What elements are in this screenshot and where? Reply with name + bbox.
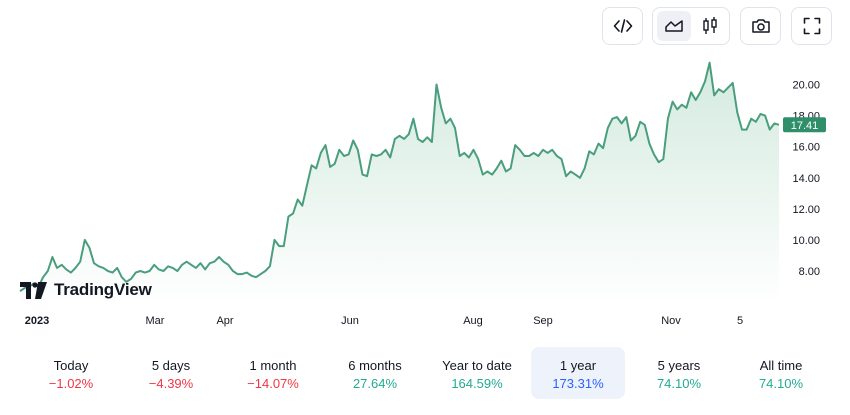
period-1-year[interactable]: 1 year 173.31% (531, 347, 625, 399)
y-tick-label: 16.00 (792, 142, 820, 154)
tradingview-logo-text: TradingView (54, 280, 152, 299)
period-label: 6 months (348, 358, 402, 373)
period-all-time[interactable]: All time 74.10% (734, 347, 828, 399)
x-tick-label: Nov (661, 315, 681, 327)
period-change-value: −4.39% (148, 376, 194, 391)
period-5-days[interactable]: 5 days −4.39% (124, 347, 218, 399)
period-label: Today (53, 358, 89, 373)
period-change-value: −14.07% (247, 376, 299, 391)
camera-icon (751, 19, 770, 33)
area-chart-icon (665, 20, 683, 32)
period-change-value: −1.02% (48, 376, 94, 391)
period-label: 1 month (249, 358, 297, 373)
period-1-month[interactable]: 1 month −14.07% (226, 347, 320, 399)
x-tick-label: 5 (737, 315, 743, 327)
x-tick-label: Apr (216, 315, 233, 327)
candlestick-button[interactable] (693, 11, 727, 41)
embed-code-button[interactable] (602, 7, 643, 45)
fullscreen-icon (803, 17, 820, 35)
period-label: Year to date (442, 358, 512, 373)
tradingview-logo[interactable]: TradingView (20, 279, 152, 301)
y-tick-label: 20.00 (792, 80, 820, 92)
y-tick-label: 10.00 (792, 235, 820, 247)
screenshot-button[interactable] (740, 7, 781, 45)
period-6-months[interactable]: 6 months 27.64% (328, 347, 422, 399)
price-line (19, 61, 780, 293)
period-today[interactable]: Today −1.02% (24, 347, 118, 399)
y-tick-label: 8.00 (799, 266, 820, 278)
period-5-years[interactable]: 5 years 74.10% (632, 347, 726, 399)
embed-code-icon (613, 19, 632, 33)
x-tick-label: Sep (533, 315, 553, 327)
period-change-value: 27.64% (352, 376, 398, 391)
y-tick-label: 12.00 (792, 204, 820, 216)
period-selector: Today −1.02% 5 days −4.39% 1 month −14.07% 6 m… (0, 347, 850, 399)
period-label: 5 days (151, 358, 191, 373)
period-label: All time (759, 358, 803, 373)
candlestick-icon (703, 17, 717, 34)
area-chart-button[interactable] (657, 11, 691, 41)
chart-toolbar (0, 7, 850, 47)
period-year-to-date[interactable]: Year to date 164.59% (430, 347, 524, 399)
last-price-badge-bg (783, 117, 826, 133)
period-label: 5 years (657, 358, 701, 373)
period-change-value: 164.59% (451, 376, 503, 391)
period-label: 1 year (559, 358, 597, 373)
x-tick-label: Jun (341, 315, 359, 327)
chart-style-group (652, 7, 730, 45)
period-change-value: 74.10% (758, 376, 804, 391)
x-tick-label: 2023 (25, 315, 49, 327)
price-area-fill (20, 62, 779, 306)
x-tick-label: Mar (146, 315, 165, 327)
last-price-label: 17.41 (791, 120, 819, 132)
x-tick-label: Aug (463, 315, 483, 327)
period-change-value: 173.31% (552, 376, 604, 391)
last-price-badge: 17.41 (783, 117, 826, 133)
tradingview-logo-icon (20, 281, 47, 299)
fullscreen-button[interactable] (791, 7, 832, 45)
y-tick-label: 14.00 (792, 173, 820, 185)
x-axis: 2023 Mar Apr Jun Aug Sep Nov 5 (25, 315, 743, 327)
period-change-value: 74.10% (656, 376, 702, 391)
